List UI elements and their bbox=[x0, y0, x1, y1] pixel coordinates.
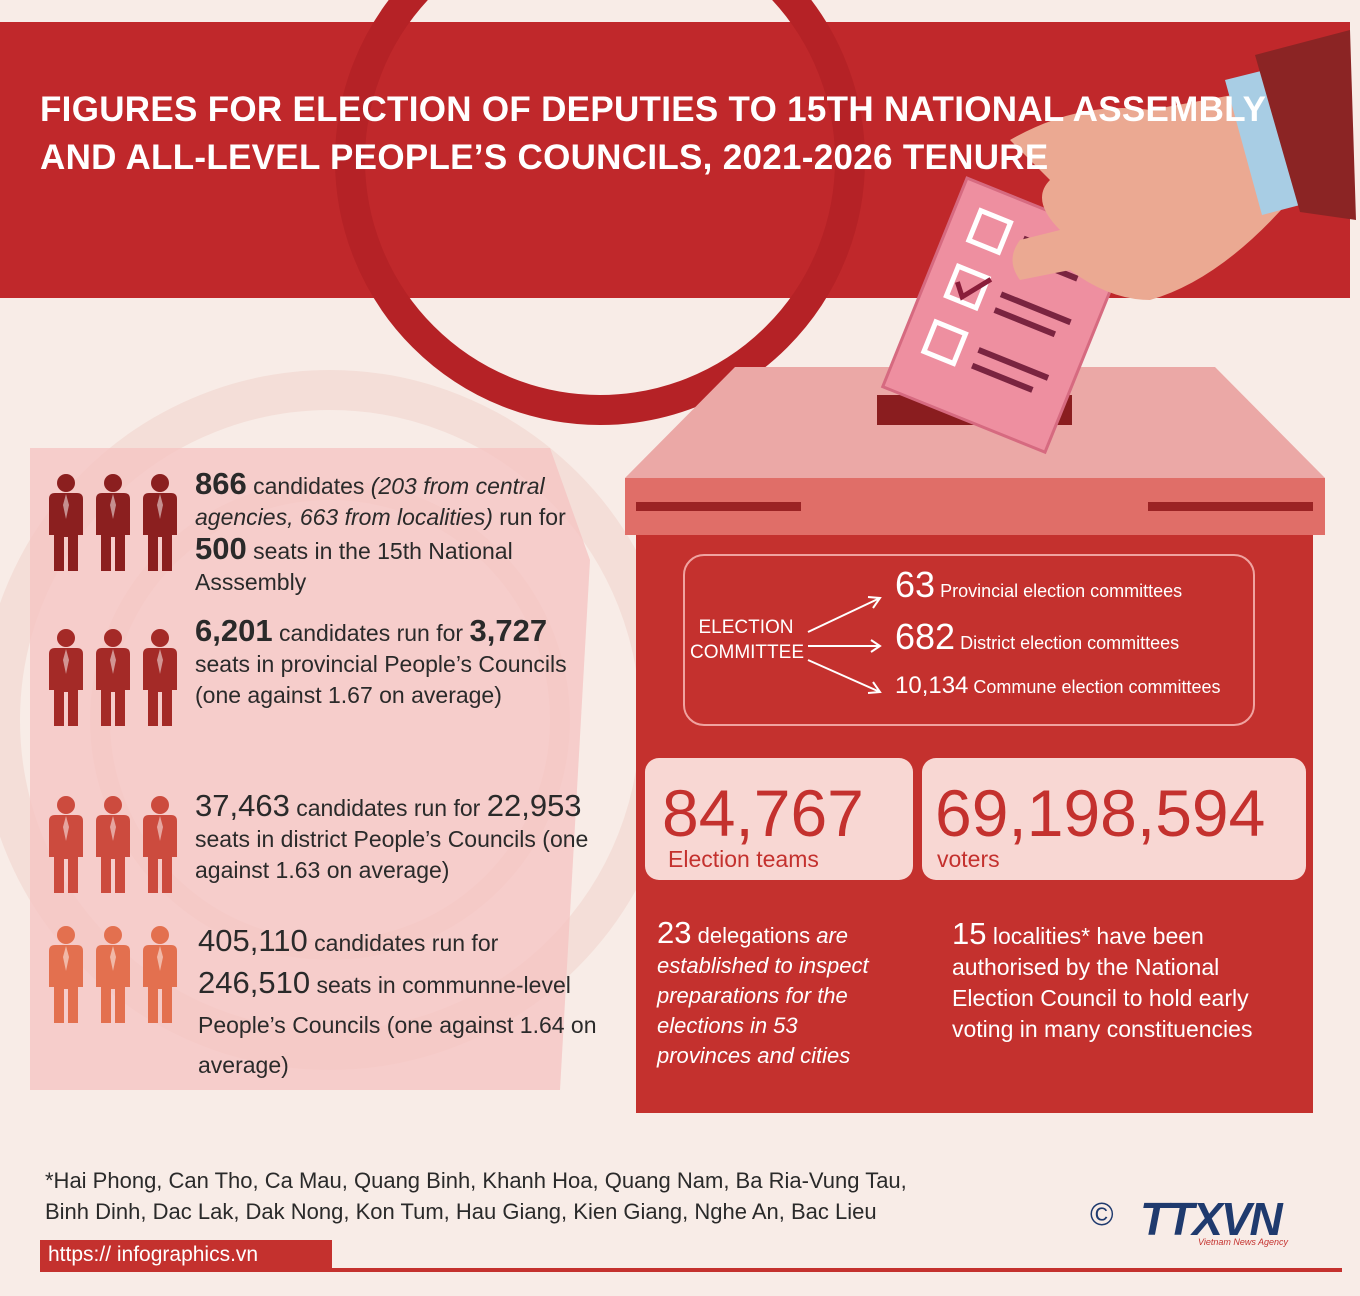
title-line: FIGURES FOR ELECTION OF DEPUTIES TO 15TH… bbox=[40, 90, 1267, 129]
text-run: 37,463 bbox=[195, 788, 290, 823]
committee-text: District election committees bbox=[960, 633, 1180, 653]
title-line: AND ALL-LEVEL PEOPLE’S COUNCILS, 2021-20… bbox=[40, 138, 1049, 177]
text-run: candidates bbox=[246, 473, 371, 499]
note-block: 23 delegations are established to inspec… bbox=[657, 915, 897, 1071]
text-run: 6,201 bbox=[195, 613, 273, 648]
committee-item: 682 District election committees bbox=[895, 616, 1179, 658]
text-run: seats in provincial People’s Councils (o… bbox=[195, 651, 567, 708]
stat-number: 84,767 bbox=[662, 776, 864, 850]
candidate-block: 405,110 candidates run for 246,510 seats… bbox=[198, 921, 603, 1085]
committee-item: 63 Provincial election committees bbox=[895, 564, 1182, 606]
copyright: © bbox=[1090, 1196, 1114, 1232]
committee-label: ELECTION COMMITTEE bbox=[690, 617, 804, 663]
stat-label: voters bbox=[937, 846, 1000, 872]
text-run: delegations bbox=[691, 923, 817, 948]
text-run: run for bbox=[492, 504, 566, 530]
text-run: 866 bbox=[195, 466, 247, 501]
footnote: *Hai Phong, Can Tho, Ca Mau, Quang Binh,… bbox=[45, 1168, 907, 1224]
stat-label: Election teams bbox=[668, 846, 819, 872]
text-run: (203 from central agencies, 663 from loc… bbox=[195, 473, 545, 530]
committee-item: 10,134 Commune election committees bbox=[895, 672, 1221, 700]
text-run: 23 bbox=[657, 915, 692, 950]
candidate-block: 866 candidates (203 from central agencie… bbox=[195, 468, 605, 598]
text-run: seats in district People’s Councils (one… bbox=[195, 826, 589, 883]
text-run: localities* have been authorised by the … bbox=[952, 923, 1253, 1042]
text-run: 405,110 bbox=[198, 923, 308, 958]
text-run: candidates run for bbox=[289, 795, 487, 821]
committee-number: 63 bbox=[895, 564, 936, 605]
footer-url: https:// infographics.vn bbox=[48, 1243, 259, 1266]
committee-text: Provincial election committees bbox=[940, 581, 1183, 601]
text-run: 246,510 bbox=[198, 965, 311, 1000]
text-run: 500 bbox=[195, 531, 247, 566]
committee-number: 682 bbox=[895, 616, 956, 657]
text-run: seats in the 15th National Asssembly bbox=[195, 538, 513, 595]
logo: TTXVN bbox=[1140, 1193, 1283, 1245]
note-block: 15 localities* have been authorised by t… bbox=[952, 918, 1292, 1045]
text-run: candidates run for bbox=[272, 620, 470, 646]
candidate-block: 6,201 candidates run for 3,727 seats in … bbox=[195, 615, 605, 711]
text-run: 22,953 bbox=[486, 788, 582, 823]
text-run: 3,727 bbox=[469, 613, 548, 648]
text-run: candidates run for bbox=[307, 930, 499, 956]
text-run: 15 bbox=[952, 916, 987, 951]
text-run: seats in communne-level People’s Council… bbox=[198, 972, 597, 1078]
agency: Vietnam News Agency bbox=[1198, 1237, 1289, 1247]
committee-number: 10,134 bbox=[895, 672, 969, 699]
candidate-block: 37,463 candidates run for 22,953 seats i… bbox=[195, 790, 605, 886]
stat-number: 69,198,594 bbox=[935, 776, 1266, 850]
committee-text: Commune election committees bbox=[973, 677, 1221, 697]
text-run: are established to inspect preparations … bbox=[657, 923, 869, 1068]
